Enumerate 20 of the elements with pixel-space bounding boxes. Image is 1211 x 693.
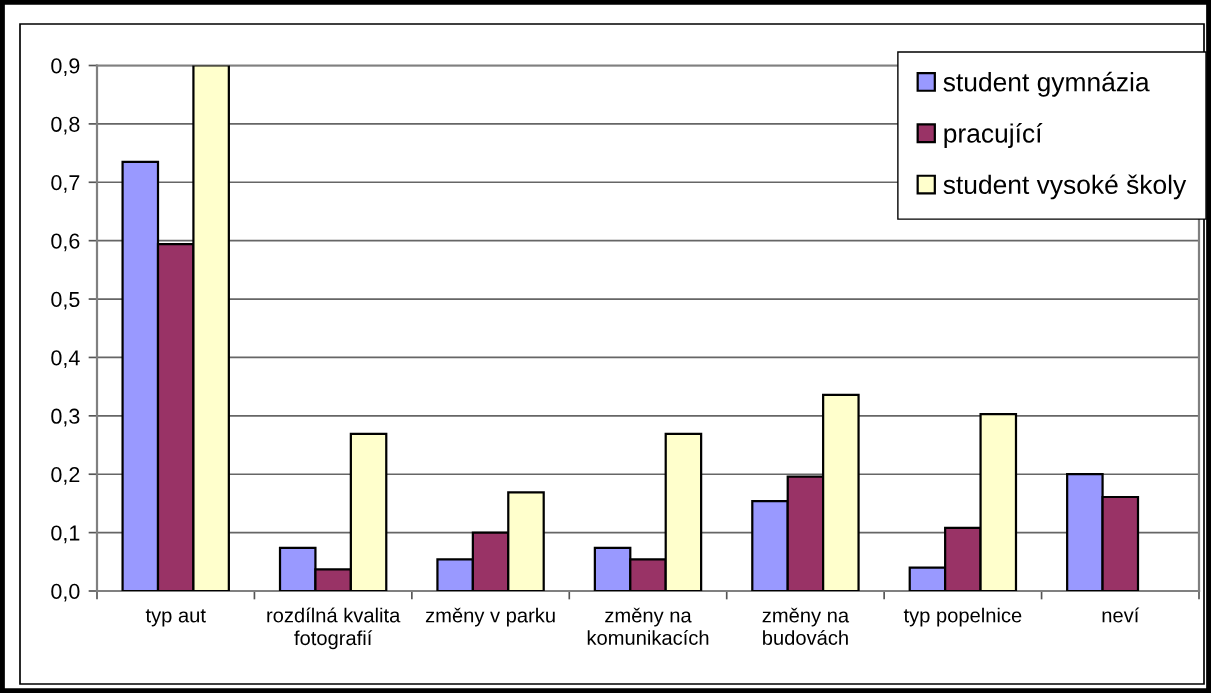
y-tick-label: 0,1 (51, 525, 80, 544)
y-tick-label: 0,5 (51, 291, 80, 310)
x-tick-label: typ popelnice (903, 607, 1022, 627)
y-tick-label: 0,8 (51, 116, 80, 135)
y-tick-label: 0,2 (51, 466, 80, 485)
x-tick-label: rozdílná kvalita fotografií (267, 607, 401, 650)
x-tick-label: změny v parku (425, 607, 555, 627)
x-tick-label: změny na budovách (762, 607, 850, 645)
legend-label: pracující (944, 123, 1043, 148)
x-tick-label: typ aut (145, 609, 206, 627)
x-tick-label: neví (1102, 607, 1140, 623)
y-tick-label: 0,4 (51, 350, 80, 368)
y-tick-label: 0,9 (51, 58, 80, 77)
y-tick-label: 0,0 (51, 583, 80, 602)
y-tick-label: 0,7 (51, 175, 80, 193)
legend-label: student gymnázia (943, 71, 1150, 97)
y-tick-label: 0,6 (51, 233, 80, 252)
x-tick-label: změny na komunikacích (587, 607, 709, 645)
legend-label: student vysoké školy (943, 174, 1187, 200)
y-tick-label: 0,3 (51, 408, 80, 427)
